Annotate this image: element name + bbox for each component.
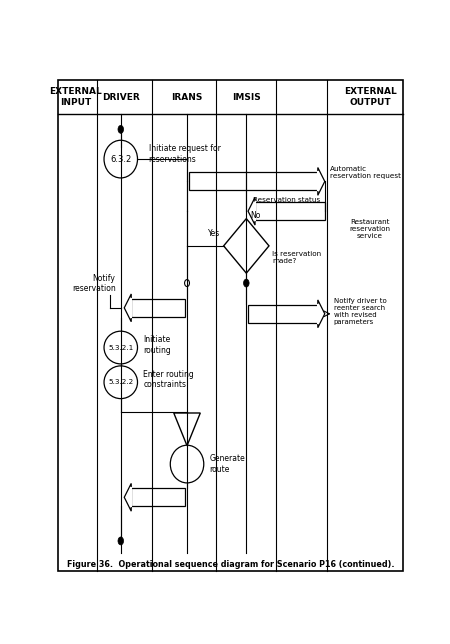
Polygon shape	[174, 413, 200, 446]
Ellipse shape	[104, 331, 138, 364]
Text: Is reservation
made?: Is reservation made?	[273, 251, 322, 264]
Circle shape	[118, 126, 124, 133]
Polygon shape	[318, 300, 325, 328]
Ellipse shape	[104, 140, 138, 178]
Polygon shape	[318, 167, 325, 195]
Text: Enter routing
constraints: Enter routing constraints	[144, 370, 194, 390]
Text: Initiate request for
reservations: Initiate request for reservations	[148, 144, 220, 164]
Text: Generate
route: Generate route	[210, 455, 245, 474]
Text: EXTERNAL
OUTPUT: EXTERNAL OUTPUT	[344, 88, 396, 107]
Ellipse shape	[104, 366, 138, 399]
Text: Yes: Yes	[208, 229, 220, 238]
Text: IMSIS: IMSIS	[232, 93, 261, 102]
Polygon shape	[124, 294, 131, 322]
Circle shape	[243, 279, 249, 287]
Text: Restaurant
reservation
service: Restaurant reservation service	[350, 218, 391, 239]
Text: IRANS: IRANS	[171, 93, 202, 102]
Circle shape	[118, 537, 124, 545]
Text: No: No	[250, 211, 260, 220]
Bar	[248, 305, 318, 323]
Ellipse shape	[170, 445, 204, 483]
Polygon shape	[124, 484, 131, 511]
Bar	[255, 202, 325, 220]
Text: Initiate
routing: Initiate routing	[144, 336, 171, 355]
Text: Figure 36.  Operational sequence diagram for Scenario P16 (continued).: Figure 36. Operational sequence diagram …	[67, 560, 394, 569]
Text: Reservation status: Reservation status	[253, 197, 320, 204]
Text: Notify
reservation: Notify reservation	[72, 274, 116, 293]
Circle shape	[184, 279, 189, 287]
Bar	[131, 488, 185, 506]
Text: EXTERNAL
INPUT: EXTERNAL INPUT	[49, 88, 102, 107]
Text: 5.3.2.1: 5.3.2.1	[108, 345, 133, 350]
Bar	[131, 299, 185, 317]
Text: Automatic
reservation request: Automatic reservation request	[330, 166, 401, 179]
Text: DRIVER: DRIVER	[102, 93, 140, 102]
Polygon shape	[248, 197, 255, 225]
Text: 5.3.2.2: 5.3.2.2	[108, 379, 133, 385]
Text: Notify driver to
reenter search
with revised
parameters: Notify driver to reenter search with rev…	[333, 298, 386, 325]
Bar	[189, 173, 318, 191]
Polygon shape	[224, 218, 269, 273]
Text: 6.3.2: 6.3.2	[110, 155, 131, 164]
